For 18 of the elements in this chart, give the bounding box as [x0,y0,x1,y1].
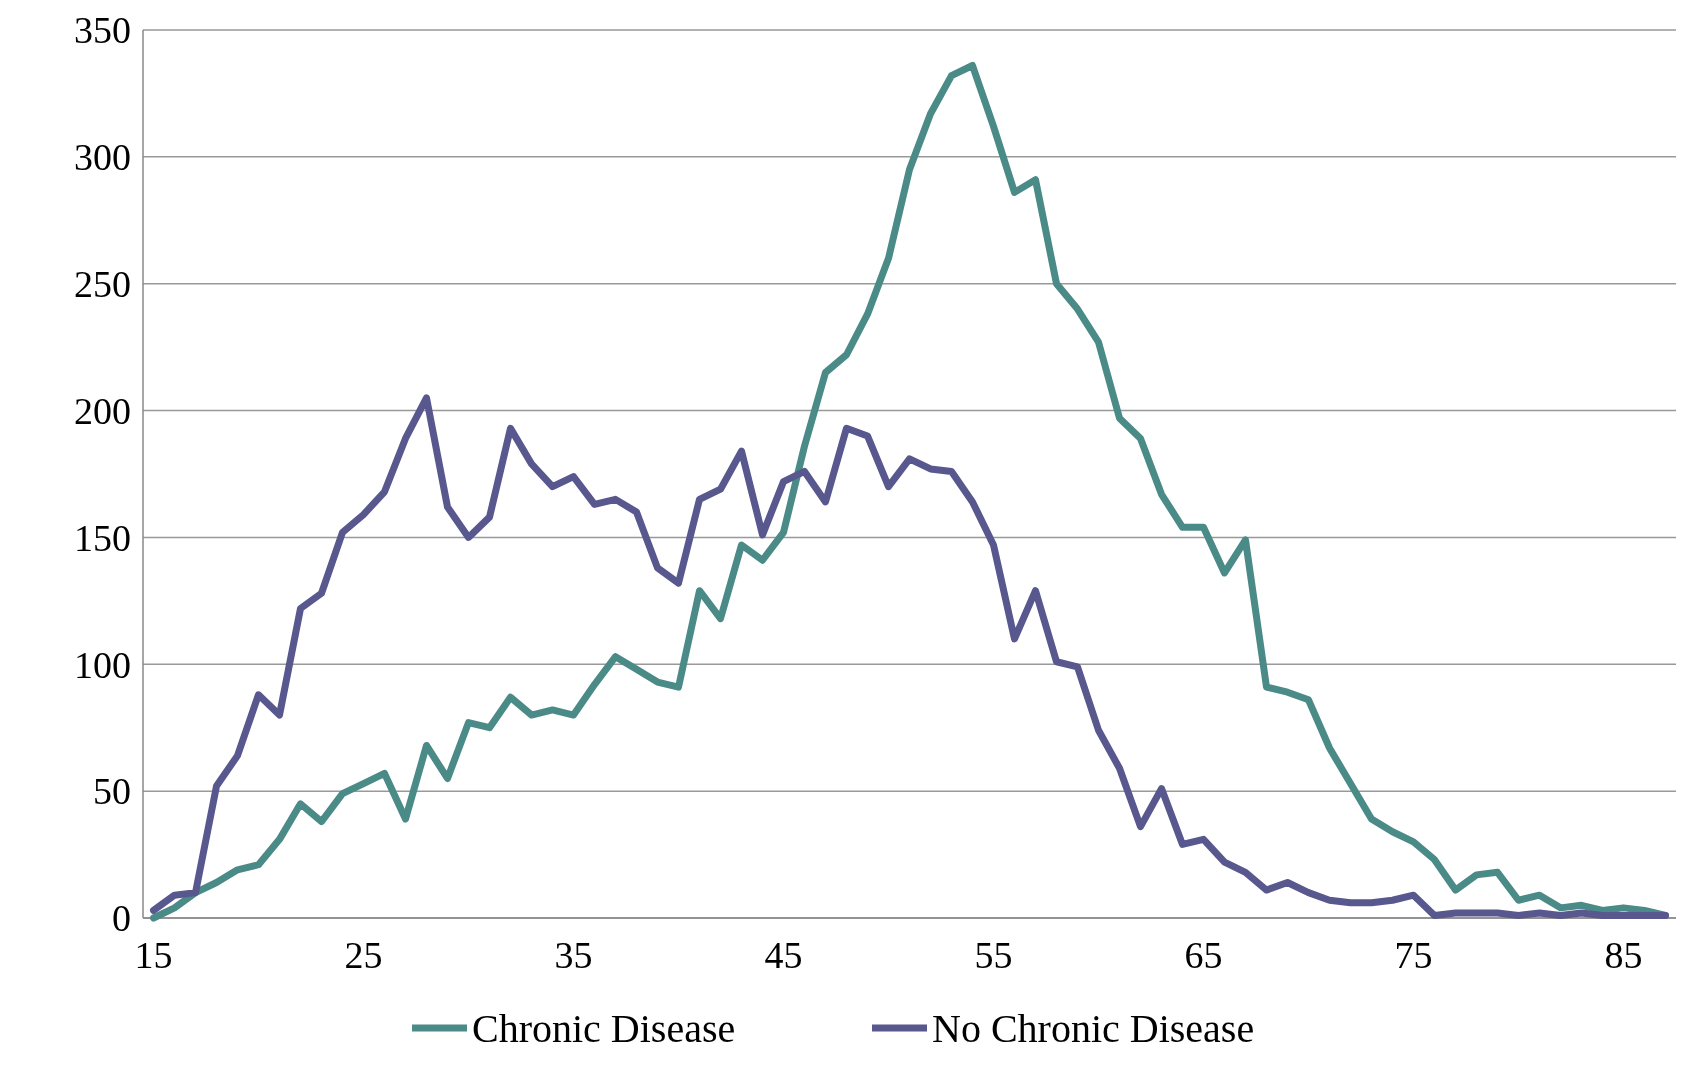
y-tick-label: 0 [112,897,131,940]
y-tick-label: 100 [74,643,131,686]
x-tick-label: 45 [764,934,803,976]
x-tick-label: 85 [1604,934,1643,976]
y-tick-label: 50 [93,770,131,813]
x-tick-label: 35 [554,934,593,976]
legend-label: No Chronic Disease [932,1006,1255,1051]
y-tick-label: 350 [74,9,131,52]
y-tick-label: 250 [74,263,131,306]
x-tick-label: 75 [1394,934,1433,976]
legend-label: Chronic Disease [472,1006,736,1051]
x-tick-label: 15 [134,934,173,976]
x-tick-label: 25 [344,934,383,976]
x-tick-label: 65 [1184,934,1223,976]
y-tick-label: 200 [74,389,131,432]
y-tick-label: 150 [74,516,131,559]
x-tick-label: 55 [974,934,1013,976]
y-tick-label: 300 [74,136,131,179]
